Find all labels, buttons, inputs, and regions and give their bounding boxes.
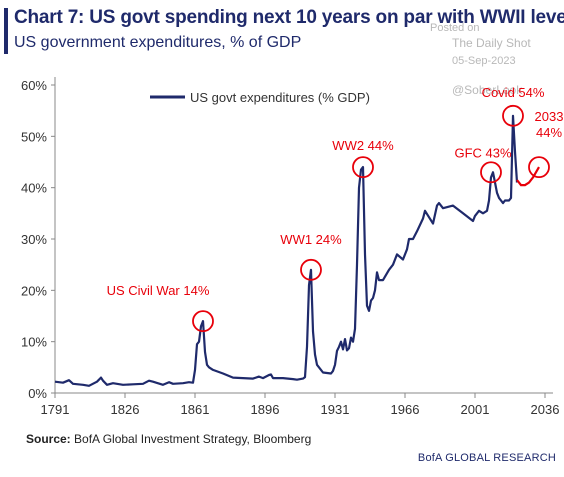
annotation-circle [480, 161, 502, 184]
annotation-circle [192, 310, 214, 333]
y-tick-label: 10% [21, 335, 47, 350]
annotation-label: Covid 54% [482, 85, 545, 100]
y-tick-label: 50% [21, 129, 47, 144]
y-tick-label: 20% [21, 283, 47, 298]
x-tick-label: 2001 [461, 402, 490, 417]
x-tick-label: 1896 [251, 402, 280, 417]
title-accent-bar [4, 8, 8, 54]
watermark-source: The Daily Shot [452, 36, 531, 50]
x-tick-label: 1826 [111, 402, 140, 417]
source-label: Source: [26, 432, 71, 446]
annotation-label: 44% [536, 125, 562, 140]
source-note: Source: BofA Global Investment Strategy,… [26, 432, 311, 446]
watermark-handle: @SoberLook [452, 83, 523, 97]
y-tick-label: 30% [21, 232, 47, 247]
chart-title: Chart 7: US govt spending next 10 years … [14, 7, 564, 28]
annotation-circle [300, 258, 322, 281]
x-tick-label: 2036 [531, 402, 560, 417]
annotation-label: US Civil War 14% [107, 283, 210, 298]
chart-subtitle: US government expenditures, % of GDP [14, 34, 302, 51]
brand-logo-text: BofA GLOBAL RESEARCH [417, 452, 556, 464]
source-text: BofA Global Investment Strategy, Bloombe… [70, 432, 312, 446]
annotation-circle [352, 156, 374, 179]
annotation-circle [502, 104, 524, 127]
x-tick-label: 1931 [321, 402, 350, 417]
annotation-label: 2033 [535, 109, 564, 124]
legend-label: US govt expenditures (% GDP) [190, 90, 370, 105]
y-tick-label: 60% [21, 78, 47, 93]
annotation-label: WW1 24% [280, 232, 342, 247]
series-line-govt-expenditures [54, 114, 519, 387]
watermark-posted-on: Posted on [430, 22, 480, 34]
x-tick-label: 1791 [41, 402, 70, 417]
annotation-label: WW2 44% [332, 138, 394, 153]
annotation-label: GFC 43% [454, 145, 512, 160]
x-tick-label: 1861 [181, 402, 210, 417]
watermark-date: 05-Sep-2023 [452, 55, 516, 67]
annotation-circle [528, 156, 550, 179]
y-tick-label: 40% [21, 181, 47, 196]
x-tick-label: 1966 [391, 402, 420, 417]
y-tick-label: 0% [28, 386, 47, 401]
